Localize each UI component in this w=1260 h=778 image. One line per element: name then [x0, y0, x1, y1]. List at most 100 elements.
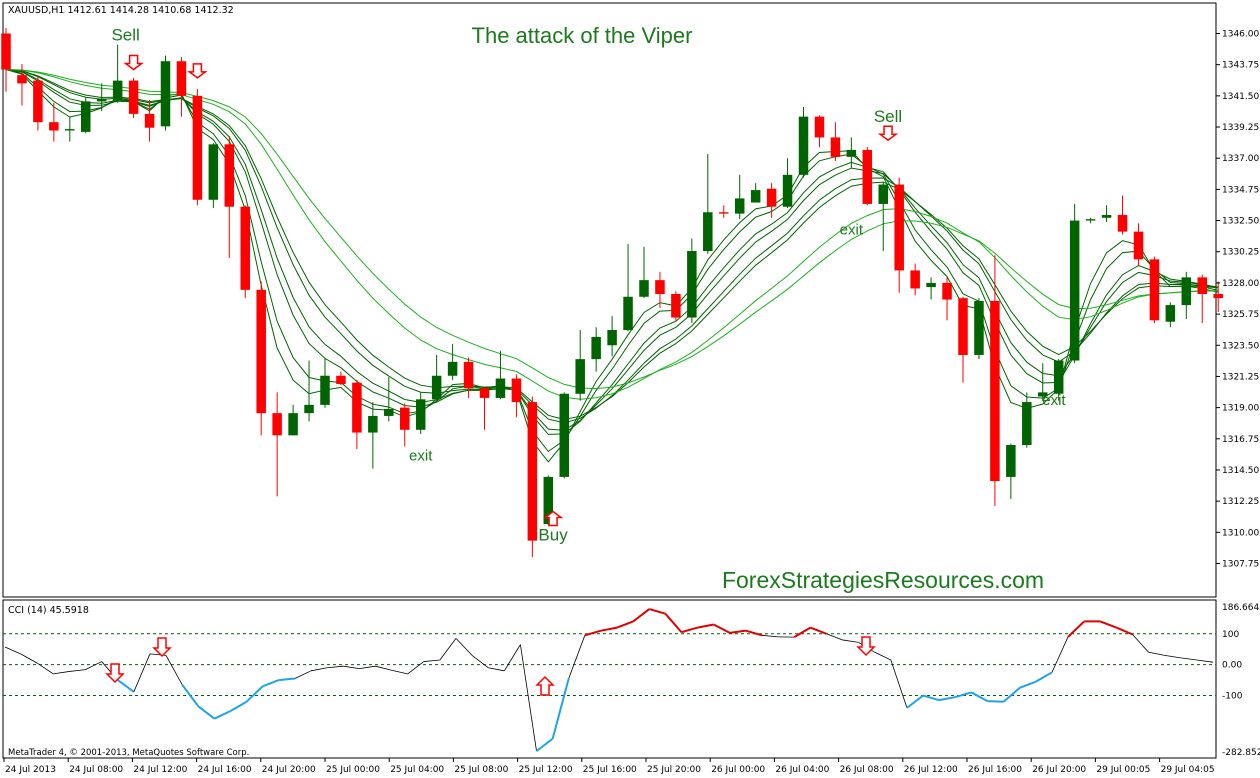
- ma-line: [5, 69, 1219, 431]
- candle: [1213, 281, 1223, 313]
- time-tick-label: 25 Jul 00:00: [326, 765, 380, 775]
- signal-arrow-icon: [123, 54, 144, 71]
- price-tick-label: 1343.75: [1222, 61, 1259, 71]
- cci-info: CCI (14) 45.5918: [8, 605, 89, 616]
- candle: [862, 147, 873, 206]
- candle: [1197, 274, 1207, 324]
- symbol-info: XAUUSD,H1 1412.61 1414.28 1410.68 1412.3…: [8, 5, 234, 16]
- signal-arrow-icon: [187, 63, 208, 79]
- price-tick-label: 1325.75: [1222, 310, 1259, 320]
- candle: [17, 63, 27, 106]
- signal-label: Buy: [538, 526, 568, 545]
- candle: [128, 77, 139, 119]
- candle: [766, 183, 777, 218]
- candle: [1165, 302, 1176, 328]
- price-tick-label: 1330.25: [1222, 248, 1259, 258]
- candle: [288, 404, 298, 436]
- candle: [926, 277, 936, 300]
- cci-segment: [584, 629, 602, 637]
- cci-segment: [471, 655, 489, 669]
- price-tick-label: 1310.00: [1222, 528, 1259, 538]
- signal-arrow-icon: [542, 510, 564, 527]
- cci-segment: [842, 639, 859, 643]
- cci-segment: [906, 694, 924, 709]
- candle: [495, 350, 506, 400]
- price-tick-label: 1339.25: [1222, 123, 1259, 133]
- cci-segment: [809, 626, 827, 635]
- candle: [415, 392, 426, 434]
- signal-label: exit: [840, 221, 864, 238]
- chart-title: The attack of the Viper: [472, 23, 693, 48]
- cci-segment: [1002, 687, 1021, 703]
- cci-segment: [1148, 651, 1165, 656]
- candle: [687, 238, 697, 324]
- ma-line: [5, 69, 1219, 435]
- candle: [272, 392, 282, 497]
- ma-line: [5, 69, 1219, 463]
- cci-segment: [1164, 654, 1181, 659]
- cci-level-lines: [3, 633, 1216, 697]
- cci-segment: [69, 669, 86, 672]
- candle: [1149, 256, 1160, 324]
- candle: [798, 106, 809, 178]
- cci-segment: [713, 623, 731, 634]
- candle: [1069, 203, 1080, 364]
- candle: [591, 327, 601, 372]
- cci-tick-label: 0.00: [1222, 661, 1242, 671]
- cci-segment: [1196, 659, 1214, 663]
- cci-segment: [938, 696, 956, 702]
- candle: [33, 76, 43, 131]
- candle: [974, 298, 984, 360]
- candle: [830, 122, 841, 161]
- candle: [81, 97, 91, 134]
- candle: [1053, 359, 1064, 401]
- cci-chart-frame: [2, 599, 1217, 759]
- candle: [352, 379, 362, 450]
- price-tick-label: 1312.25: [1222, 497, 1259, 507]
- signal-label: exit: [1042, 392, 1066, 409]
- candle: [814, 115, 825, 148]
- signal-arrow-icon: [877, 125, 899, 142]
- cci-segment: [664, 613, 683, 633]
- cci-segment: [262, 679, 280, 688]
- cci-segment: [1099, 620, 1117, 629]
- cci-segment: [375, 665, 392, 671]
- candle: [559, 392, 569, 479]
- time-tick-label: 24 Jul 16:00: [198, 765, 252, 775]
- time-tick-label: 26 Jul 00:00: [711, 765, 765, 775]
- time-tick-label: 24 Jul 08:00: [69, 765, 123, 775]
- cci-segment: [488, 667, 505, 672]
- candle: [192, 88, 203, 206]
- moving-average-ribbon: [5, 69, 1219, 463]
- cci-segment: [310, 667, 328, 672]
- cci-segment: [568, 635, 586, 679]
- cci-segment: [729, 629, 747, 634]
- price-tick-label: 1323.50: [1222, 341, 1259, 351]
- cci-segment: [520, 644, 537, 752]
- candle: [320, 357, 330, 408]
- time-tick-label: 26 Jul 12:00: [904, 765, 958, 775]
- cci-segment: [1132, 634, 1149, 653]
- time-tick-label: 25 Jul 16:00: [583, 765, 637, 775]
- cci-segment: [745, 629, 763, 637]
- time-tick-label: 26 Jul 08:00: [840, 765, 894, 775]
- cci-segment: [826, 633, 843, 641]
- cci-series: [4, 608, 1214, 752]
- cci-signal-arrow-icon: [152, 637, 172, 658]
- cci-segment: [922, 694, 940, 702]
- cci-segment: [439, 638, 457, 661]
- candle: [639, 246, 649, 299]
- candle: [447, 343, 458, 380]
- signal-label: exit: [409, 447, 433, 464]
- candle: [479, 386, 490, 430]
- candle: [671, 291, 681, 322]
- cci-segment: [890, 659, 908, 709]
- ma-line: [5, 69, 1219, 453]
- time-tick-label: 24 Jul 12:00: [133, 765, 187, 775]
- candle: [224, 136, 235, 258]
- cci-segment: [181, 684, 200, 707]
- cci-tick-label: 100: [1222, 630, 1239, 640]
- cci-segment: [970, 691, 988, 702]
- cci-segment: [85, 661, 102, 670]
- cci-segment: [20, 653, 38, 664]
